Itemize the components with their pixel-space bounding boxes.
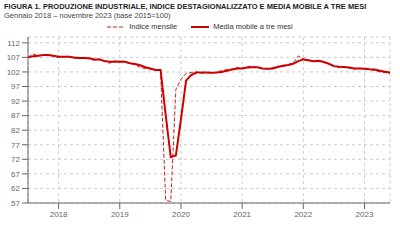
html-text:Indice mensile: Indice mensile xyxy=(129,22,178,31)
svg-text:102: 102 xyxy=(8,68,21,77)
svg-text:112: 112 xyxy=(8,39,21,48)
svg-text:92: 92 xyxy=(11,97,20,106)
svg-text:2022: 2022 xyxy=(294,210,312,219)
svg-text:107: 107 xyxy=(8,53,21,62)
html-text:FIGURA 1. PRODUZIONE INDUSTRIA: FIGURA 1. PRODUZIONE INDUSTRIALE, INDICE… xyxy=(4,2,367,11)
svg-text:2018: 2018 xyxy=(50,210,68,219)
svg-text:87: 87 xyxy=(11,111,20,120)
svg-text:2023: 2023 xyxy=(356,210,374,219)
svg-text:2021: 2021 xyxy=(233,210,251,219)
svg-text:67: 67 xyxy=(11,170,20,179)
svg-text:82: 82 xyxy=(11,126,20,135)
svg-text:62: 62 xyxy=(11,184,20,193)
html-text:Media mobile a tre mesi: Media mobile a tre mesi xyxy=(213,22,293,31)
svg-text:97: 97 xyxy=(11,82,20,91)
svg-text:72: 72 xyxy=(11,155,20,164)
svg-text:57: 57 xyxy=(11,199,20,208)
svg-text:2020: 2020 xyxy=(172,210,190,219)
svg-text:77: 77 xyxy=(11,141,20,150)
svg-text:2019: 2019 xyxy=(111,210,129,219)
html-text:Gennaio 2018 – novembre 2023 (: Gennaio 2018 – novembre 2023 (base 2015=… xyxy=(4,11,171,20)
